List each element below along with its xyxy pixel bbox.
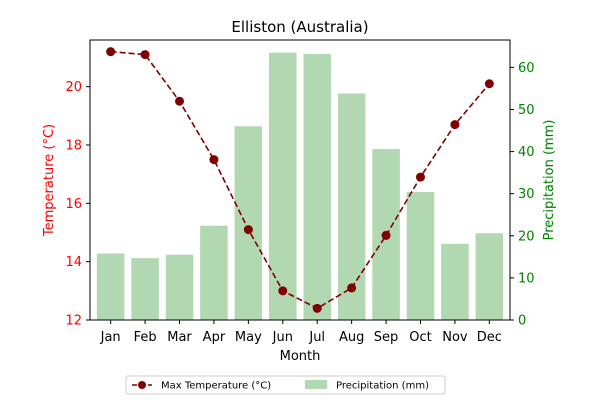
x-axis-label: Month <box>280 349 321 364</box>
left-y-axis-label: Temperature (°C) <box>42 124 57 237</box>
left-y-tick-label: 12 <box>65 314 82 329</box>
temperature-point <box>243 225 253 235</box>
left-y-tick-label: 20 <box>65 80 82 95</box>
temperature-point <box>312 303 322 313</box>
legend-label-precipitation: Precipitation (mm) <box>336 381 429 392</box>
right-y-tick-label: 10 <box>518 271 535 286</box>
precipitation-bar <box>165 254 194 320</box>
temperature-point <box>278 286 288 296</box>
x-tick-label: Jul <box>308 330 325 345</box>
right-y-tick-label: 30 <box>518 187 535 202</box>
x-tick-label: Nov <box>442 330 468 345</box>
precipitation-bar <box>200 225 228 320</box>
x-tick-label: Apr <box>203 330 226 345</box>
temperature-point <box>175 96 185 106</box>
legend-label-temperature: Max Temperature (°C) <box>161 381 271 392</box>
legend-bar-swatch <box>305 380 327 389</box>
legend-box <box>125 375 446 395</box>
temperature-line-path <box>110 50 490 310</box>
precipitation-bar <box>406 192 435 320</box>
precipitation-bar <box>96 253 125 320</box>
temperature-point <box>140 50 150 60</box>
right-y-tick-label: 40 <box>518 145 535 160</box>
precipitation-bar <box>131 258 159 320</box>
x-tick-label: Feb <box>134 330 157 345</box>
precipitation-bar <box>337 93 366 320</box>
plot-frame <box>89 39 511 321</box>
left-y-tick-label: 16 <box>65 197 82 212</box>
temperature-point <box>106 47 116 57</box>
precipitation-bars <box>96 52 504 320</box>
chart-title: Elliston (Australia) <box>231 18 368 36</box>
precipitation-bar <box>234 126 263 320</box>
x-tick-label: Mar <box>167 330 192 345</box>
left-y-tick-label: 14 <box>65 255 82 270</box>
precipitation-bar <box>441 243 469 320</box>
left-y-tick-label: 18 <box>65 139 82 154</box>
precipitation-bar <box>475 233 504 320</box>
right-y-tick-label: 50 <box>518 103 535 118</box>
temperature-point <box>347 283 357 293</box>
x-tick-label: Sep <box>374 330 399 345</box>
temperature-point <box>209 155 219 165</box>
right-y-tick-label: 20 <box>518 229 535 244</box>
temperature-point <box>484 79 494 89</box>
legend-marker-swatch <box>138 381 146 389</box>
left-y-axis: 12 14 16 18 20 <box>65 80 90 329</box>
x-tick-label: May <box>235 330 262 345</box>
precipitation-bar <box>303 53 331 320</box>
temperature-line <box>106 47 494 313</box>
x-tick-label: Aug <box>339 330 364 345</box>
temperature-point <box>450 120 460 130</box>
right-y-axis: 0 10 20 30 40 50 60 <box>510 61 535 329</box>
legend: Max Temperature (°C) Precipitation (mm) <box>125 375 446 395</box>
x-tick-label: Dec <box>477 330 502 345</box>
precipitation-bar <box>269 52 297 320</box>
right-y-tick-label: 0 <box>518 314 526 329</box>
x-tick-label: Jan <box>100 330 121 345</box>
right-y-tick-label: 60 <box>518 61 535 76</box>
x-axis: Jan Feb Mar Apr May Jun Jul Aug Sep Oct Nov Dec <box>100 320 502 345</box>
temperature-point <box>381 230 391 240</box>
right-y-axis-label: Precipitation (mm) <box>542 120 557 241</box>
temperature-point <box>415 172 425 182</box>
x-tick-label: Jun <box>272 330 293 345</box>
x-tick-label: Oct <box>409 330 431 345</box>
